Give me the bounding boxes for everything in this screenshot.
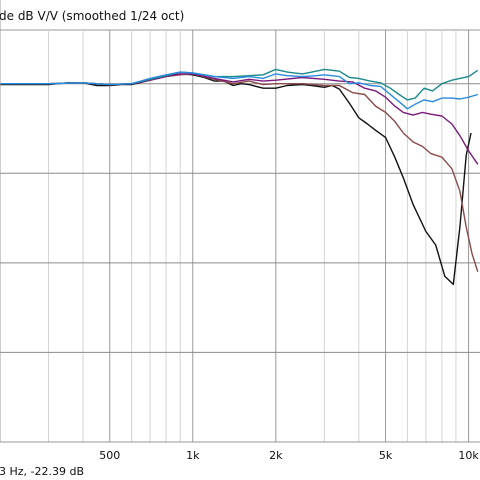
series-line-3 xyxy=(0,73,479,165)
x-tick-label: 5k xyxy=(379,449,393,462)
x-tick-label: 1k xyxy=(186,449,200,462)
x-tick-label: 500 xyxy=(99,449,120,462)
series-line-1 xyxy=(0,73,472,286)
series-group xyxy=(0,68,479,286)
cursor-readout: 3 Hz, -22.39 dB xyxy=(0,465,84,478)
series-line-5 xyxy=(0,71,478,110)
x-tick-label: 2k xyxy=(269,449,283,462)
series-line-4 xyxy=(0,68,479,101)
x-tick-labels: 500 1k 2k 5k 10k xyxy=(99,449,479,462)
x-tick-label: 10k xyxy=(458,449,479,462)
chart-title: de dB V/V (smoothed 1/24 oct) xyxy=(0,9,184,23)
